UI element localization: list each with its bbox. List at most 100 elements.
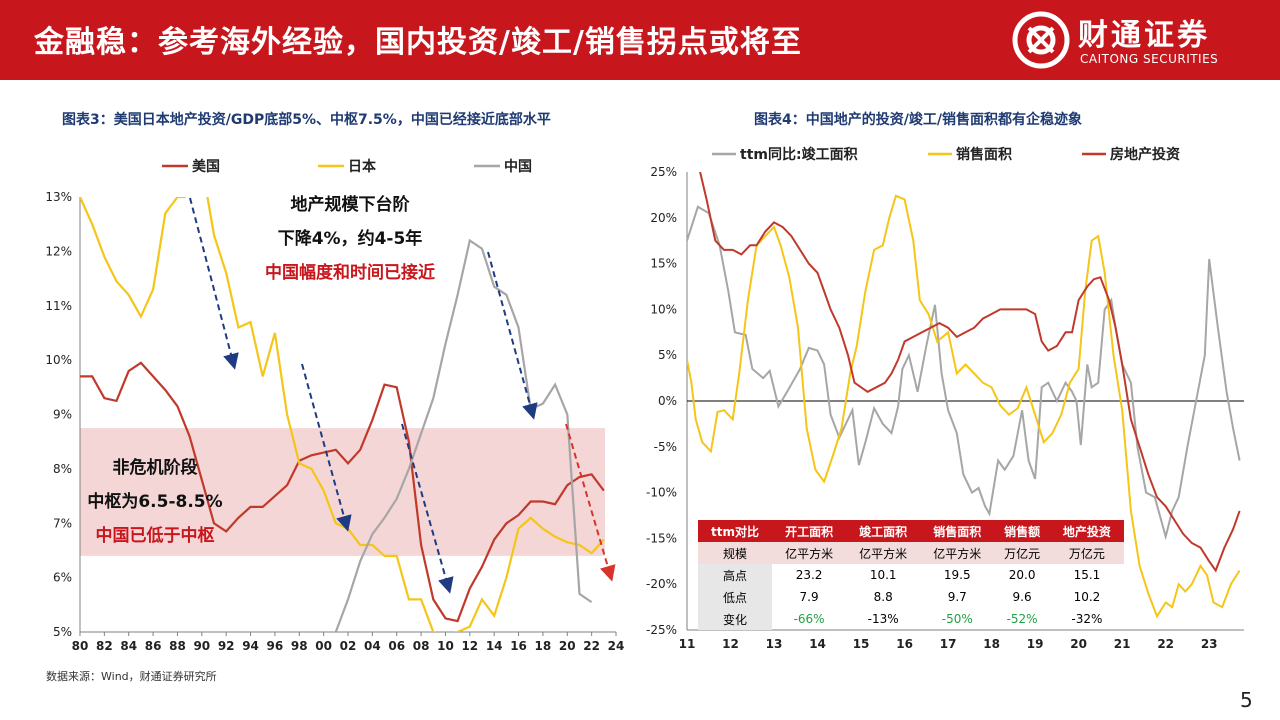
header-bar: 金融稳：参考海外经验，国内投资/竣工/销售拐点或将至 财通证券 CAITONG … <box>0 0 1280 80</box>
y-tick-label: 12% <box>45 244 72 258</box>
x-tick-label: 18 <box>535 639 552 653</box>
stats-unit-cell: 亿平方米 <box>846 542 921 564</box>
trend-arrow <box>189 197 239 370</box>
stats-cell: 20.0 <box>1008 568 1036 582</box>
x-tick-label: 14 <box>486 639 503 653</box>
y-tick-label: 5% <box>658 348 677 362</box>
y-tick-label: -5% <box>654 440 677 454</box>
x-tick-label: 92 <box>218 639 235 653</box>
annotation-text: 非危机阶段 <box>113 457 198 478</box>
x-tick-label: 08 <box>413 639 430 653</box>
stats-cell: 19.5 <box>943 568 971 582</box>
y-tick-label: 6% <box>53 571 72 585</box>
stats-cell: -50% <box>941 612 973 626</box>
y-tick-label: 0% <box>658 394 677 408</box>
legend-label: ttm同比:竣工面积 <box>740 146 858 163</box>
x-tick-label: 80 <box>72 639 89 653</box>
series-line-日本 <box>80 197 605 632</box>
x-tick-label: 82 <box>96 639 113 653</box>
trend-arrow <box>565 423 616 582</box>
series-line-中国 <box>334 238 593 632</box>
annotation-text: 地产规模下台阶 <box>291 194 411 215</box>
y-tick-label: -20% <box>646 577 677 591</box>
x-tick-label: 17 <box>940 637 957 651</box>
legend-label: 美国 <box>192 158 220 175</box>
stats-cell: 7.9 <box>799 590 819 604</box>
page-title: 金融稳：参考海外经验，国内投资/竣工/销售拐点或将至 <box>34 25 802 60</box>
series-line-销售面积 <box>687 194 1241 619</box>
x-tick-label: 15 <box>853 637 870 651</box>
x-tick-label: 84 <box>120 639 137 653</box>
chart3-svg: 5% 6% 7% 8% 9% 10% 11% 12% 13% 80 82 84 86 88 90 92 94 96… <box>45 158 625 653</box>
y-tick-label: 7% <box>53 516 72 530</box>
x-tick-label: 88 <box>169 639 186 653</box>
company-logo: 财通证券 CAITONG SECURITIES <box>1012 8 1252 72</box>
y-tick-label: 5% <box>53 625 72 639</box>
x-tick-label: 23 <box>1201 637 1218 651</box>
annotation-text: 下降4%，约4-5年 <box>278 228 423 249</box>
series-line-美国 <box>80 361 605 623</box>
stats-table-header-row: ttm对比 开工面积 竣工面积 销售面积 销售额 地产投资 <box>698 520 1124 542</box>
stats-unit-cell: 规模 <box>698 542 773 564</box>
y-tick-label: 11% <box>45 299 72 313</box>
x-tick-label: 21 <box>1114 637 1131 651</box>
stats-cell: -32% <box>1071 612 1103 626</box>
x-tick-label: 16 <box>510 639 527 653</box>
y-tick-label: -25% <box>646 623 677 637</box>
y-tick-label: -10% <box>646 486 677 500</box>
x-tick-label: 98 <box>291 639 308 653</box>
series-group <box>687 172 1241 619</box>
stats-cell: -52% <box>1006 612 1038 626</box>
x-tick-label: 24 <box>608 639 625 653</box>
legend-label: 中国 <box>504 158 532 175</box>
y-tick-label: -15% <box>646 531 677 545</box>
x-tick-label: 20 <box>559 639 576 653</box>
logo-text-cn: 财通证券 <box>1078 18 1210 53</box>
x-tick-label: 90 <box>193 639 210 653</box>
stats-cell: 15.1 <box>1073 568 1101 582</box>
stats-header-cell: ttm对比 <box>698 520 773 542</box>
annotation-text: 中枢为6.5-8.5% <box>87 491 222 512</box>
stats-unit-cell: 亿平方米 <box>920 542 995 564</box>
chart4-title: 图表4：中国地产的投资/竣工/销售面积都有企稳迹象 <box>754 112 1082 128</box>
logo-icon <box>1012 11 1070 69</box>
stats-row-label: 低点 <box>698 586 773 608</box>
x-tick-label: 12 <box>461 639 478 653</box>
x-tick-label: 16 <box>896 637 913 651</box>
x-tick-label: 00 <box>315 639 332 653</box>
x-tick-label: 04 <box>364 639 381 653</box>
stats-header-cell: 销售面积 <box>920 520 995 542</box>
stats-unit-cell: 万亿元 <box>994 542 1050 564</box>
x-tick-label: 11 <box>679 637 696 651</box>
stats-table-unit-row: 规模 亿平方米 亿平方米 亿平方米 万亿元 万亿元 <box>698 542 1124 564</box>
x-tick-label: 86 <box>145 639 162 653</box>
x-tick-label: 02 <box>340 639 357 653</box>
y-tick-label: 8% <box>53 462 72 476</box>
stats-cell: 8.8 <box>873 590 893 604</box>
table-row: 变化 -66% -13% -50% -52% -32% <box>698 608 1124 630</box>
stats-unit-cell: 亿平方米 <box>772 542 847 564</box>
chart4-svg: -25% -20% -15% -10% -5% 0% 5% 10% 15% 20% 25% 11 12 1… <box>646 146 1244 651</box>
stats-cell: 10.1 <box>869 568 897 582</box>
y-tick-label: 25% <box>650 165 677 179</box>
y-tick-label: 20% <box>650 211 677 225</box>
series-line-房地产投资 <box>699 172 1241 573</box>
y-tick-label: 13% <box>45 190 72 204</box>
x-tick-label: 10 <box>437 639 454 653</box>
table-row: 低点 7.9 8.8 9.7 9.6 10.2 <box>698 586 1124 608</box>
source-note: 数据来源：Wind，财通证券研究所 <box>46 670 217 683</box>
table-row: 高点 23.2 10.1 19.5 20.0 15.1 <box>698 564 1124 586</box>
y-tick-label: 10% <box>45 353 72 367</box>
stats-cell: -13% <box>867 612 899 626</box>
annotation-text: 中国幅度和时间已接近 <box>265 262 435 283</box>
x-tick-label: 19 <box>1027 637 1044 651</box>
trend-arrow <box>487 251 538 420</box>
stats-cell: 10.2 <box>1073 590 1101 604</box>
stats-cell: 9.6 <box>1012 590 1032 604</box>
chart3-title: 图表3：美国日本地产投资/GDP底部5%、中枢7.5%，中国已经接近底部水平 <box>62 112 551 128</box>
annotation-text: 中国已低于中枢 <box>96 525 215 546</box>
stats-cell: 23.2 <box>795 568 823 582</box>
stats-row-label: 高点 <box>698 564 773 586</box>
trend-arrow <box>301 363 352 532</box>
stats-unit-cell: 万亿元 <box>1049 542 1124 564</box>
